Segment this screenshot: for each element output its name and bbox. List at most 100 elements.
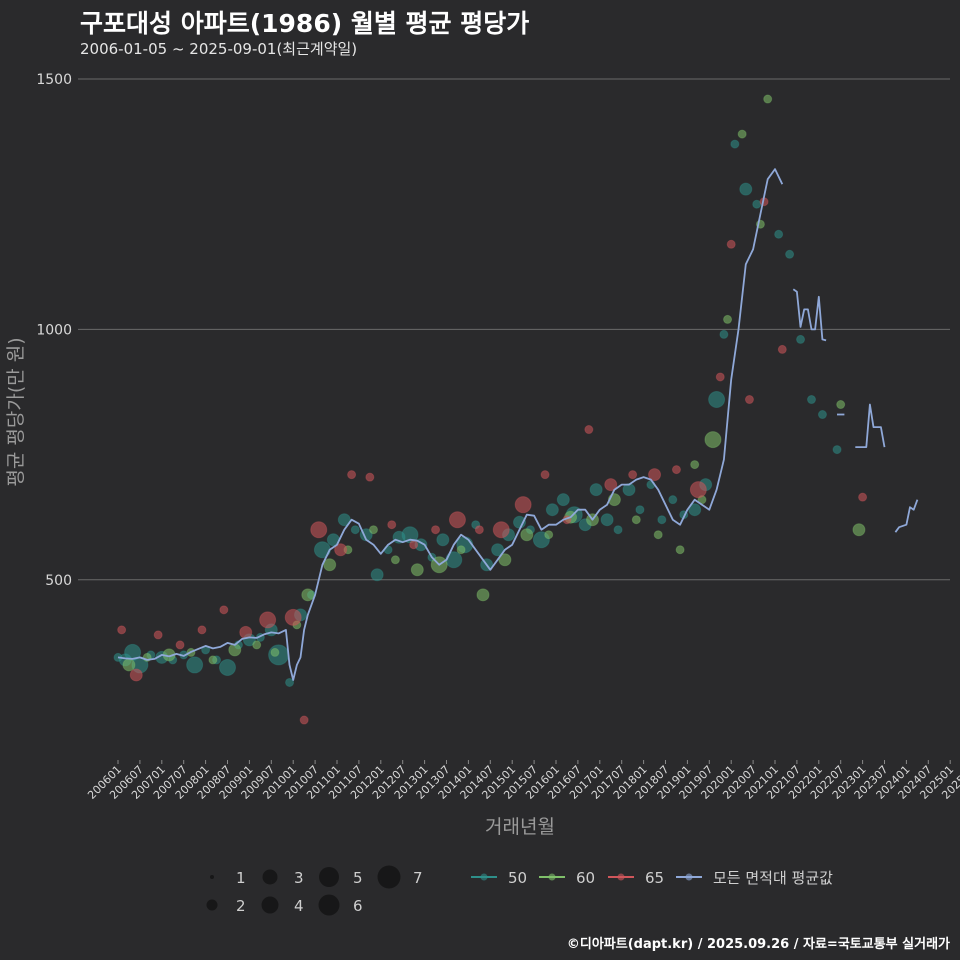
- legend-size-label: 1: [236, 869, 246, 887]
- average-line-segment-2: [792, 288, 827, 342]
- legend-size-key-3: [262, 869, 278, 885]
- legend-size-key-4: [261, 896, 279, 914]
- point-series-60: [675, 545, 685, 555]
- point-series-50: [600, 513, 614, 527]
- point-series-65: [117, 625, 127, 635]
- legend-size-label: 2: [236, 897, 246, 915]
- average-line-segment-1: [117, 168, 784, 681]
- point-series-60: [410, 563, 424, 577]
- chart-title: 구포대성 아파트(1986) 월별 평균 평당가: [80, 9, 530, 38]
- point-series-60: [456, 545, 466, 555]
- point-series-50: [613, 525, 623, 535]
- point-series-50: [688, 503, 702, 517]
- point-series-50: [832, 445, 842, 455]
- point-series-50: [219, 658, 236, 676]
- y-tick-label: 1500: [36, 72, 72, 88]
- point-series-50: [796, 334, 806, 344]
- point-series-50: [668, 495, 678, 505]
- point-series-65: [514, 496, 532, 514]
- point-series-65: [284, 608, 302, 626]
- point-series-60: [369, 525, 378, 535]
- point-series-60: [631, 515, 641, 525]
- point-series-65: [387, 520, 397, 530]
- point-series-50: [752, 199, 762, 209]
- point-series-50: [739, 182, 753, 196]
- point-series-65: [197, 625, 207, 635]
- point-series-65: [310, 521, 328, 539]
- point-series-65: [365, 472, 375, 482]
- point-series-50: [556, 493, 570, 507]
- legend-series-label: 50: [508, 869, 527, 887]
- legend-size-label: 4: [294, 897, 304, 915]
- point-series-65: [777, 344, 787, 354]
- points-layer: [113, 94, 868, 725]
- point-series-60: [323, 558, 337, 572]
- legend-series-label: 모든 면적대 평균값: [713, 869, 833, 887]
- point-series-65: [129, 668, 143, 682]
- legend-size-label: 5: [353, 869, 363, 887]
- average-line-segment-4: [855, 403, 886, 448]
- point-series-65: [744, 395, 754, 405]
- point-series-65: [448, 511, 466, 529]
- legend-series-dot: [548, 873, 556, 881]
- point-series-65: [540, 470, 550, 480]
- point-series-65: [175, 640, 185, 650]
- point-series-60: [704, 431, 722, 449]
- point-series-50: [545, 503, 559, 517]
- legend-size-label: 3: [294, 869, 304, 887]
- chart-subtitle: 2006-01-05 ~ 2025-09-01(최근계약일): [80, 40, 358, 58]
- point-series-60: [301, 588, 315, 602]
- legend-size-key-6: [318, 894, 340, 916]
- point-series-65: [715, 372, 725, 382]
- point-series-50: [635, 505, 645, 515]
- legend-size-key-1: [210, 875, 214, 879]
- point-series-50: [350, 525, 360, 535]
- legend-size-key-7: [377, 865, 401, 889]
- legend-size-label: 6: [353, 897, 363, 915]
- legend-series-dot: [685, 873, 693, 881]
- point-series-50: [337, 513, 351, 527]
- point-series-50: [730, 139, 740, 149]
- legend-series-dot: [480, 873, 488, 881]
- point-series-50: [313, 541, 331, 559]
- point-series-65: [492, 521, 510, 539]
- source-credit: ©디아파트(dapt.kr) / 2025.09.26 / 자료=국토교통부 실…: [566, 937, 950, 952]
- point-series-60: [476, 588, 490, 602]
- legend-size-label: 7: [413, 869, 423, 887]
- point-series-60: [122, 658, 136, 672]
- point-series-50: [491, 543, 505, 557]
- point-series-65: [299, 715, 309, 725]
- point-series-65: [334, 543, 348, 557]
- point-series-60: [544, 530, 554, 540]
- point-series-60: [270, 647, 280, 657]
- point-series-65: [628, 470, 638, 480]
- point-series-50: [785, 249, 795, 259]
- point-series-65: [584, 425, 594, 435]
- point-series-60: [653, 530, 663, 540]
- point-series-50: [719, 329, 729, 339]
- point-series-50: [436, 533, 450, 547]
- legend-series-label: 60: [576, 869, 595, 887]
- average-line-layer: [117, 168, 919, 681]
- point-series-65: [671, 465, 681, 475]
- point-series-60: [390, 555, 400, 565]
- point-series-50: [370, 568, 384, 582]
- point-series-60: [208, 655, 218, 665]
- point-series-60: [852, 523, 866, 537]
- point-series-65: [858, 492, 868, 502]
- point-series-65: [689, 481, 707, 499]
- point-series-65: [347, 470, 357, 480]
- point-series-60: [498, 553, 512, 567]
- legend-series-dot: [617, 873, 625, 881]
- legend-size-key-2: [206, 899, 218, 911]
- point-series-50: [807, 395, 816, 405]
- point-series-50: [708, 391, 726, 409]
- point-series-60: [690, 460, 700, 470]
- average-line-segment-5: [894, 499, 919, 533]
- point-series-50: [401, 526, 419, 544]
- x-axis-title: 거래년월: [485, 816, 555, 838]
- y-tick-label: 1000: [36, 322, 72, 338]
- point-series-50: [285, 677, 295, 687]
- point-series-60: [723, 314, 733, 324]
- point-series-50: [774, 229, 784, 239]
